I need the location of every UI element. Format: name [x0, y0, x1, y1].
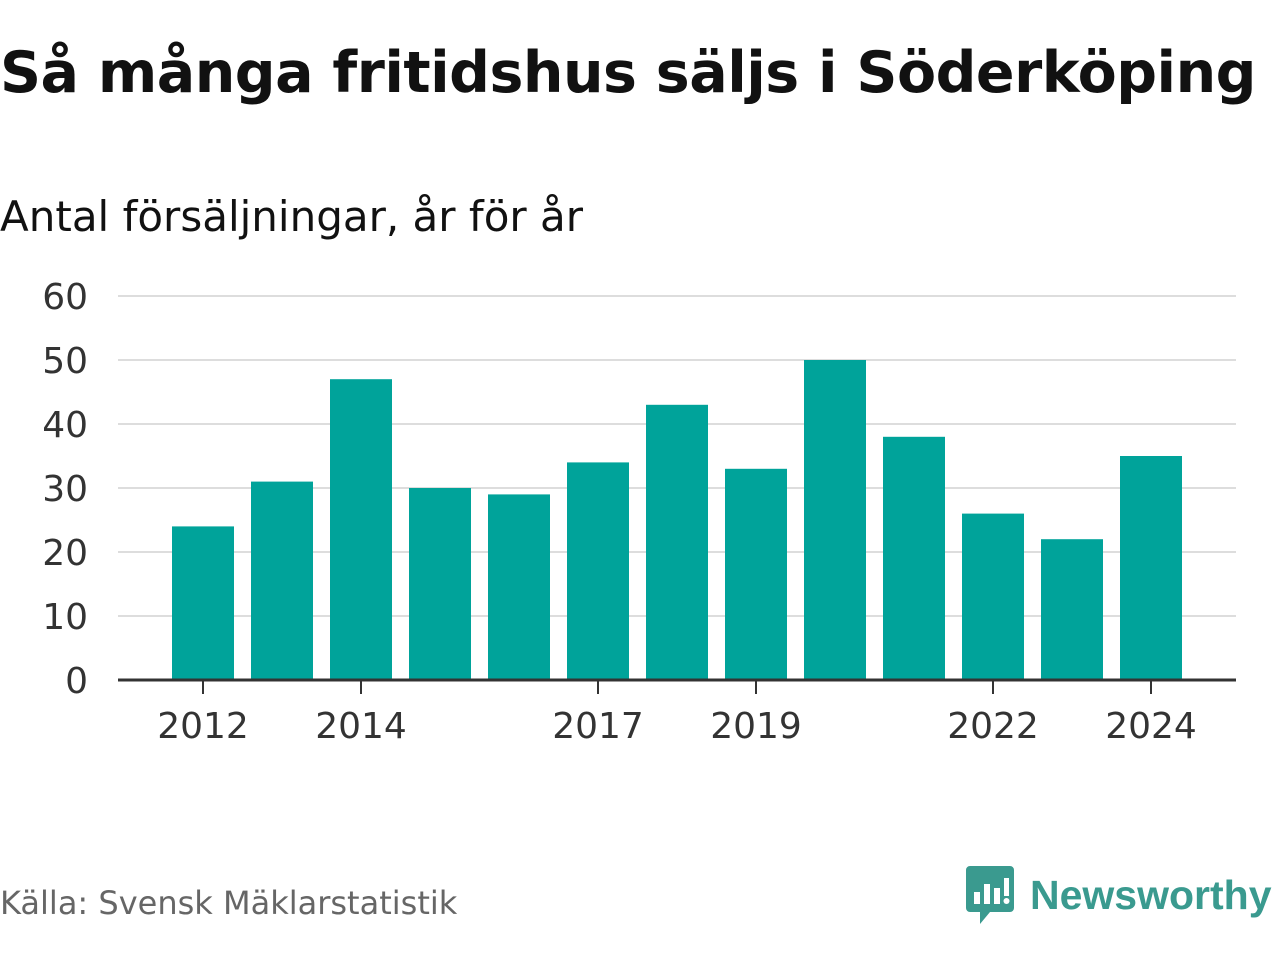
bar-2018 [646, 404, 708, 680]
bar-2019 [725, 468, 787, 680]
chart-subtitle: Antal försäljningar, år för år [0, 192, 584, 241]
axes: 0 10 20 30 40 50 60 2012 2014 2017 2019 2022 2024 [42, 277, 1236, 747]
source-note: Källa: Svensk Mäklarstatistik [0, 884, 458, 922]
bar-2021 [883, 436, 945, 680]
x-tick-label: 2022 [947, 706, 1039, 747]
brand-logo: Newsworthy [964, 864, 1272, 926]
y-tick-label: 0 [65, 661, 88, 702]
bar-2023 [1041, 539, 1103, 680]
bar-2024 [1120, 456, 1182, 680]
x-tick-label: 2019 [710, 706, 802, 747]
bar-2020 [804, 360, 866, 680]
brand-name: Newsworthy [1030, 871, 1272, 918]
bar-2012 [172, 526, 234, 680]
bar-2016 [488, 494, 550, 680]
y-tick-label: 20 [42, 533, 88, 574]
chart-title: Så många fritidshus säljs i Söderköping [0, 40, 1256, 106]
y-tick-label: 60 [42, 277, 88, 318]
x-tick-label: 2012 [157, 706, 249, 747]
bar-2017 [567, 462, 629, 680]
bar-2014 [330, 379, 392, 680]
x-tick-label: 2017 [552, 706, 644, 747]
bar-2013 [251, 481, 313, 680]
newsworthy-logo-icon [966, 866, 1014, 924]
y-tick-label: 30 [42, 469, 88, 510]
bars [172, 360, 1182, 680]
x-tick-label: 2024 [1105, 706, 1197, 747]
bar-2022 [962, 513, 1024, 680]
x-tick-label: 2014 [315, 706, 407, 747]
y-tick-label: 10 [42, 597, 88, 638]
bar-2015 [409, 488, 471, 680]
y-tick-label: 50 [42, 341, 88, 382]
y-tick-label: 40 [42, 405, 88, 446]
